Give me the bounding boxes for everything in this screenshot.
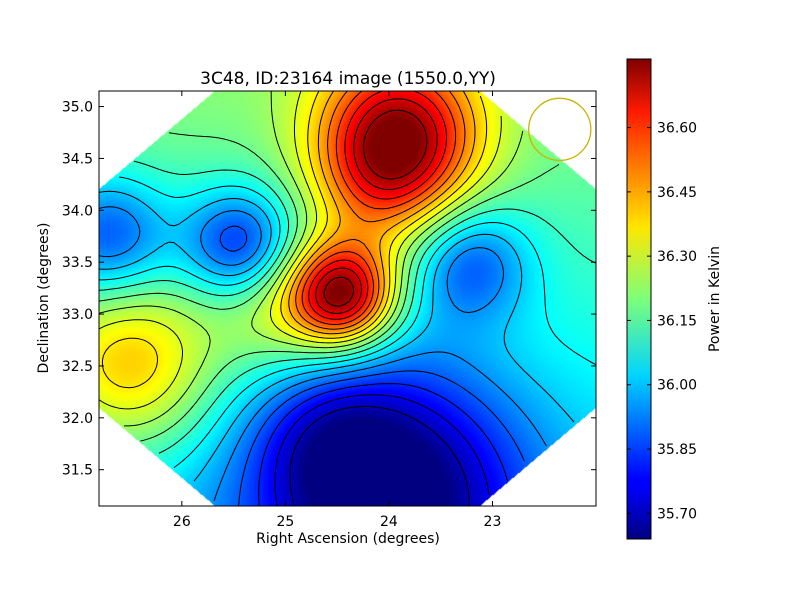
heatmap-image <box>99 91 596 506</box>
contour-line <box>258 383 508 506</box>
contour-line <box>301 91 457 325</box>
y-axis-title: Declination (degrees) <box>36 223 52 374</box>
contour-line <box>99 176 596 468</box>
y-tick-label: 32.5 <box>62 359 93 375</box>
x-axis-title: Right Ascension (degrees) <box>256 531 440 547</box>
contour-line <box>99 91 524 427</box>
contour-line <box>99 132 560 442</box>
x-tick-label: 23 <box>484 514 502 530</box>
plot-area: 26 25 24 23 31.5 32.0 32.5 33.0 33.5 34.0 34.5 35.… <box>62 90 597 530</box>
colorbar-tick-label: 35.70 <box>657 506 697 522</box>
y-tick-label: 32.0 <box>62 411 93 427</box>
contour-line <box>99 190 575 482</box>
y-tick-label: 35.0 <box>62 100 93 116</box>
contour-line <box>274 394 490 506</box>
y-tick-label: 34.0 <box>62 203 93 219</box>
x-tick-label: 25 <box>276 514 294 530</box>
contour-line <box>323 109 428 307</box>
x-tick-label: 24 <box>380 514 398 530</box>
colorbar: 35.70 35.85 36.00 36.15 36.30 36.45 36.60 Powe… <box>626 58 723 540</box>
contour-line <box>289 405 470 506</box>
colorbar-label: Power in Kelvin <box>707 246 723 352</box>
contour-line <box>219 225 525 506</box>
contour-line <box>295 91 466 330</box>
y-tick-label: 34.5 <box>62 151 93 167</box>
contour-line <box>99 91 502 410</box>
y-tick-label: 33.0 <box>62 307 93 323</box>
x-axis-ticks: 26 25 24 23 <box>173 91 501 530</box>
colorbar-gradient <box>626 58 652 540</box>
contour-line <box>308 91 447 320</box>
contour-lines <box>99 91 596 506</box>
colorbar-tick-label: 36.30 <box>657 249 697 265</box>
colorbar-tick-label: 36.15 <box>657 313 697 329</box>
beam-circle <box>528 97 592 162</box>
y-tick-label: 33.5 <box>62 255 93 271</box>
contour-line <box>288 91 476 335</box>
colorbar-tick-label: 36.00 <box>657 378 697 394</box>
y-tick-label: 31.5 <box>62 463 93 479</box>
contour-line <box>315 98 438 314</box>
colorbar-tick-label: 35.85 <box>657 442 697 458</box>
colorbar-ticks: 35.70 35.85 36.00 36.15 36.30 36.45 36.60 <box>627 121 697 522</box>
x-tick-label: 26 <box>173 514 191 530</box>
plot-frame <box>98 90 597 507</box>
colorbar-tick-label: 36.60 <box>657 121 697 137</box>
y-axis-ticks: 31.5 32.0 32.5 33.0 33.5 34.0 34.5 35.0 <box>62 100 596 479</box>
contour-line <box>99 206 547 502</box>
colorbar-tick-label: 36.45 <box>657 185 697 201</box>
contour-line <box>101 91 488 389</box>
chart-title: 3C48, ID:23164 image (1550.0,YY) <box>200 69 496 89</box>
contour-line <box>99 160 596 454</box>
